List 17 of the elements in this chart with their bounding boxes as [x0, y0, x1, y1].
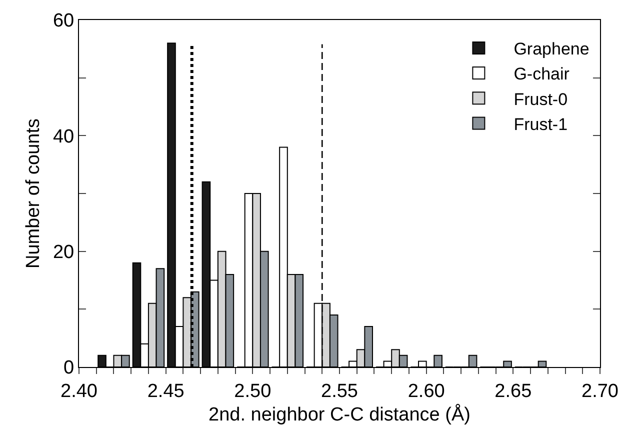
x-tick-label: 2.55 — [321, 380, 358, 402]
legend-label: Frust-0 — [514, 90, 568, 109]
y-tick-label: 0 — [64, 358, 74, 379]
x-tick-label: 2.50 — [234, 380, 272, 402]
x-tick-label: 2.40 — [60, 380, 98, 402]
x-tick-label: 2.45 — [147, 380, 184, 402]
y-tick-label: 20 — [52, 242, 74, 263]
x-tick-label: 2.70 — [582, 380, 618, 402]
y-tick-label: 40 — [52, 126, 74, 148]
x-tick-label: 2.60 — [408, 380, 445, 402]
legend-label: Graphene — [514, 40, 590, 59]
x-tick-label: 2.65 — [494, 380, 532, 402]
legend-label: G-chair — [514, 64, 570, 84]
x-axis-title: 2nd. neighbor C-C distance (Å) — [208, 404, 470, 426]
legend-label: Frust-1 — [514, 114, 568, 134]
y-tick-label: 60 — [52, 10, 74, 32]
y-axis-title: Number of counts — [22, 118, 44, 268]
